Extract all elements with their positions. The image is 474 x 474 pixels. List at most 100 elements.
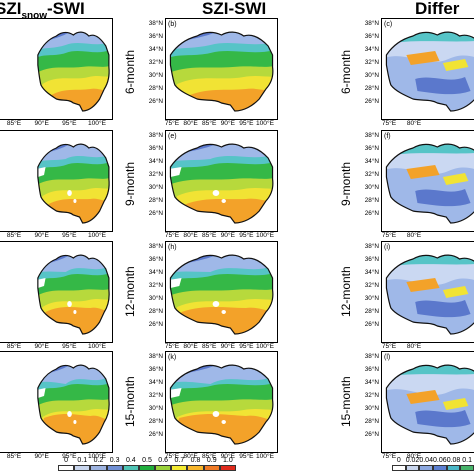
colorbar-swatch bbox=[203, 465, 220, 471]
right-map-canvas bbox=[382, 131, 474, 231]
colorbar-swatch bbox=[74, 465, 91, 471]
middle-lon-label: 95°E bbox=[239, 343, 254, 350]
colorbar-swatch bbox=[460, 465, 474, 471]
right-lat-label: 30°N bbox=[364, 72, 379, 79]
right-lat-label: 36°N bbox=[364, 366, 379, 373]
colorbar-tick-label: 0.04 bbox=[419, 457, 433, 464]
row-label: 15-month bbox=[339, 376, 353, 427]
middle-map-panel: (k) bbox=[165, 351, 278, 453]
middle-lon-label: 75°E bbox=[164, 343, 180, 350]
colorbar-tick-label: 0.02 bbox=[405, 457, 420, 464]
middle-lon-label: 85°E bbox=[202, 453, 217, 460]
left-map-panel bbox=[0, 18, 113, 120]
middle-lon-label: 85°E bbox=[202, 343, 217, 350]
middle-map-panel: (h) bbox=[165, 241, 278, 343]
left-lon-label: 85°E bbox=[6, 120, 22, 127]
middle-lon-label: 75°E bbox=[164, 453, 180, 460]
panel-letter: (f) bbox=[384, 133, 391, 140]
middle-lat-label: 38°N bbox=[148, 243, 163, 250]
middle-lon-label: 100°E bbox=[255, 232, 275, 239]
left-lon-label: 100°E bbox=[87, 120, 107, 127]
right-lat-label: 32°N bbox=[364, 171, 379, 178]
left-lon-label: 90°E bbox=[34, 343, 49, 350]
colorbar-swatch bbox=[58, 465, 75, 471]
left-lon-label: 100°E bbox=[87, 343, 107, 350]
middle-lat-label: 28°N bbox=[148, 418, 163, 425]
left-lon-label: 95°E bbox=[62, 120, 77, 127]
right-lat-label: 32°N bbox=[364, 392, 379, 399]
right-map-canvas bbox=[382, 352, 474, 452]
colorbar-tick-label: 0.8 bbox=[190, 457, 201, 464]
left-lon-label: 90°E bbox=[34, 232, 49, 239]
middle-lon-label: 100°E bbox=[255, 120, 275, 127]
right-lon-label: 80°E bbox=[406, 232, 422, 239]
right-lat-label: 38°N bbox=[364, 132, 379, 139]
right-lon-label: 75°E bbox=[381, 343, 397, 350]
middle-lat-label: 26°N bbox=[148, 321, 163, 328]
colorbar-tick-label: 1.0 bbox=[223, 457, 233, 464]
right-lat-label: 26°N bbox=[364, 98, 379, 105]
colorbar-swatch bbox=[122, 465, 139, 471]
panel-letter: (h) bbox=[168, 244, 177, 251]
middle-lon-label: 90°E bbox=[220, 453, 235, 460]
middle-lon-label: 75°E bbox=[164, 232, 180, 239]
colorbar-tick-label: 0 bbox=[64, 457, 69, 464]
middle-lon-label: 80°E bbox=[183, 232, 198, 239]
right-map-panel: (c) bbox=[381, 18, 474, 120]
middle-map-canvas bbox=[166, 352, 277, 452]
right-map-panel: (f) bbox=[381, 130, 474, 232]
middle-lat-label: 30°N bbox=[148, 405, 163, 412]
right-lon-label: 75°E bbox=[381, 120, 397, 127]
left-lon-label: 100°E bbox=[87, 232, 107, 239]
right-lat-label: 38°N bbox=[364, 243, 379, 250]
row-label: 15-month bbox=[123, 376, 137, 427]
left-lon-label: 90°E bbox=[34, 453, 49, 460]
column-title-middle: SZI-SWI bbox=[202, 0, 267, 18]
right-lat-label: 34°N bbox=[364, 269, 379, 276]
left-map-panel bbox=[0, 130, 113, 232]
row-label: 12-month bbox=[123, 266, 137, 317]
colorbar-swatch bbox=[433, 465, 447, 471]
middle-lon-label: 80°E bbox=[183, 120, 198, 127]
middle-lat-label: 36°N bbox=[148, 33, 163, 40]
middle-lat-label: 36°N bbox=[148, 145, 163, 152]
panel-letter: (c) bbox=[384, 21, 393, 28]
middle-map-panel: (b) bbox=[165, 18, 278, 120]
right-map-canvas bbox=[382, 242, 474, 342]
right-lat-label: 36°N bbox=[364, 145, 379, 152]
colorbar-swatch bbox=[138, 465, 156, 471]
left-lon-label: 85°E bbox=[6, 453, 22, 460]
right-lat-label: 32°N bbox=[364, 282, 379, 289]
right-lat-label: 36°N bbox=[364, 256, 379, 263]
left-map-canvas bbox=[0, 352, 112, 452]
colorbar-swatch bbox=[106, 465, 123, 471]
right-lat-label: 26°N bbox=[364, 321, 379, 328]
middle-lat-label: 36°N bbox=[148, 366, 163, 373]
left-lon-label: 85°E bbox=[6, 232, 22, 239]
right-lat-label: 36°N bbox=[364, 33, 379, 40]
right-lon-label: 75°E bbox=[381, 453, 397, 460]
row-label: 9-month bbox=[123, 161, 137, 206]
right-lat-label: 34°N bbox=[364, 158, 379, 165]
left-lon-label: 95°E bbox=[62, 453, 77, 460]
colorbar-tick-label: 0.9 bbox=[206, 457, 217, 464]
middle-lat-label: 34°N bbox=[148, 46, 163, 53]
colorbar-swatch bbox=[90, 465, 107, 471]
middle-map-canvas bbox=[166, 19, 277, 119]
middle-lon-label: 85°E bbox=[202, 120, 217, 127]
middle-map-canvas bbox=[166, 131, 277, 231]
left-map-panel bbox=[0, 241, 113, 343]
middle-lat-label: 34°N bbox=[148, 158, 163, 165]
left-map-canvas bbox=[0, 19, 112, 119]
middle-lon-label: 80°E bbox=[183, 453, 198, 460]
panel-letter: (e) bbox=[168, 133, 177, 140]
right-lat-label: 28°N bbox=[364, 197, 379, 204]
colorbar-swatch bbox=[171, 465, 188, 471]
right-lat-label: 28°N bbox=[364, 418, 379, 425]
middle-lat-label: 38°N bbox=[148, 20, 163, 27]
middle-lat-label: 32°N bbox=[148, 59, 163, 66]
right-map-panel: (i) bbox=[381, 241, 474, 343]
colorbar-tick-label: 0.08 bbox=[446, 457, 461, 464]
right-lat-label: 32°N bbox=[364, 59, 379, 66]
row-label: 6-month bbox=[123, 49, 137, 94]
